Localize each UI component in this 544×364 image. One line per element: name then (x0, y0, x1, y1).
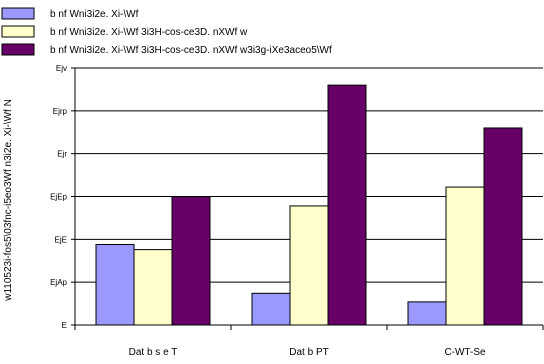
y-tick-label: Ejr (57, 150, 67, 159)
plot-area: E EjAp EjE EjEp Ejr Ejrp Ejv Dat b s e T Dat b P… (50, 64, 544, 358)
bar (407, 301, 447, 326)
x-tick-label: Dat b PT (289, 347, 328, 358)
legend-label: b nf Wni3i2e. Xi-\Wf (50, 9, 139, 20)
bar (171, 196, 211, 326)
y-tick-label: E (62, 321, 67, 330)
x-tick-label: Dat b s e T (129, 347, 178, 358)
bar (483, 127, 523, 326)
y-axis-label: w110523i-fos5\03fnc-i5eo3Wf n3i2e. Xi-\W… (3, 99, 14, 302)
legend-label: b nf Wni3i2e. Xi-\Wf 3i3H-cos-ce3D. nXWf… (50, 45, 332, 56)
bar (445, 186, 485, 326)
legend-swatch (1, 25, 35, 38)
legend: b nf Wni3i2e. Xi-\Wf b nf Wni3i2e. Xi-\Wf… (1, 7, 332, 56)
bar (95, 243, 135, 326)
y-tick-label: EjAp (50, 278, 67, 287)
bar (327, 84, 367, 326)
y-tick-label: EjEp (50, 193, 67, 202)
y-tick-label: EjE (55, 235, 67, 244)
y-tick-label: Ejrp (53, 107, 68, 116)
legend-label: b nf Wni3i2e. Xi-\Wf 3i3H-cos-ce3D. nXWf… (50, 27, 248, 38)
bar (133, 249, 173, 326)
x-tick-label: C-WT-Se (444, 347, 486, 358)
legend-swatch (1, 43, 35, 56)
bar (251, 292, 291, 326)
y-tick-label: Ejv (56, 64, 67, 73)
bar (289, 205, 329, 326)
legend-swatch (1, 7, 35, 20)
